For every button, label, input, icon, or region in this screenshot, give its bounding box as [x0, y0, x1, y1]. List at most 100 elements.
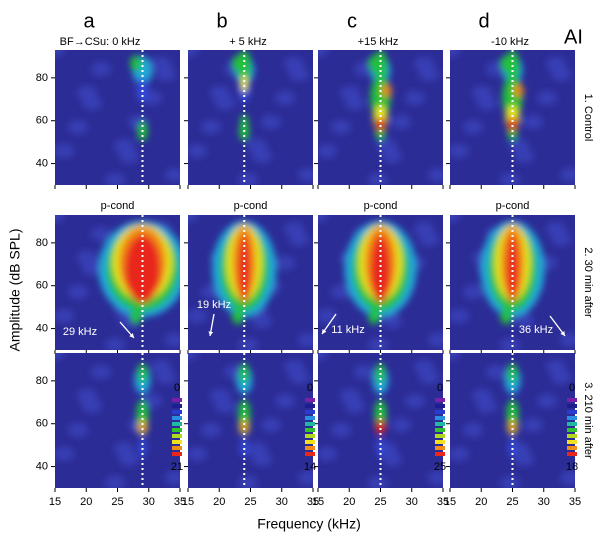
x-tick-label: 25 — [244, 496, 256, 508]
heat-blob — [238, 235, 251, 303]
noise-patch — [188, 353, 198, 360]
noise-patch — [318, 447, 337, 461]
heatmap-fill — [188, 353, 313, 488]
noise-patch — [188, 50, 198, 57]
colorbar-step — [305, 398, 315, 402]
x-tick-label: 15 — [49, 496, 61, 508]
heat-blob — [506, 235, 519, 303]
annotation: 19 kHz — [197, 299, 231, 311]
arrow-head — [208, 331, 214, 336]
noise-patch — [560, 333, 575, 347]
heat-blob — [124, 235, 161, 303]
x-tick-label: 30 — [406, 496, 418, 508]
noise-patch — [331, 285, 351, 299]
noise-patch — [560, 168, 575, 182]
heatmap-panel: 15 20 25 30 35 — [444, 353, 581, 508]
noise-patch — [275, 91, 295, 105]
x-tick-label: 35 — [174, 496, 186, 508]
heatmap-panel: p-cond — [314, 200, 444, 354]
colorbar-step — [305, 416, 315, 420]
noise-patch — [537, 394, 557, 408]
colorbar-step — [435, 398, 445, 402]
colorbar-step — [567, 422, 577, 426]
noise-patch — [428, 168, 443, 182]
x-tick-label: 25 — [506, 496, 518, 508]
colorbar-step — [172, 404, 182, 408]
heatmap-fill — [318, 215, 443, 350]
noise-patch — [354, 365, 374, 379]
heat-blob — [509, 423, 516, 432]
column-shift: +15 kHz — [358, 36, 399, 48]
heat-blob — [240, 114, 249, 135]
heatmap-panel: 15 20 25 30 35 — [312, 353, 449, 508]
x-tick-label: 25 — [111, 496, 123, 508]
x-tick-label: 20 — [213, 496, 225, 508]
colorbar-step — [567, 434, 577, 438]
heatmap-fill — [55, 215, 180, 350]
heatmap-fill — [450, 215, 575, 350]
noise-patch — [188, 215, 198, 222]
noise-patch — [91, 62, 111, 76]
noise-patch — [405, 394, 425, 408]
colorbar-step — [305, 440, 315, 444]
colorbar-step — [305, 434, 315, 438]
heat-blob — [375, 117, 386, 132]
column-letter: a — [83, 10, 95, 32]
colorbar-max: 18 — [566, 461, 578, 473]
heatmap-panel: p-cond — [184, 200, 314, 354]
noise-patch — [68, 423, 88, 437]
heat-blob — [513, 84, 524, 97]
colorbar-step — [435, 404, 445, 408]
colorbar-min: 0 — [307, 382, 313, 394]
heat-blob — [130, 55, 143, 72]
noise-patch — [318, 353, 328, 360]
colorbar-max: 25 — [434, 461, 446, 473]
condition-label: p-cond — [234, 200, 268, 212]
y-tick-label: 40 — [36, 157, 48, 169]
colorbar-min: 0 — [174, 382, 180, 394]
heat-blob — [241, 423, 248, 432]
colorbar-step — [567, 410, 577, 414]
noise-patch — [405, 91, 425, 105]
noise-patch — [105, 338, 125, 350]
noise-patch — [261, 115, 281, 129]
noise-patch — [105, 173, 125, 185]
colorbar-step — [305, 422, 315, 426]
colorbar-step — [435, 434, 445, 438]
heatmap-panel: 40 60 80 p-cond — [36, 200, 181, 354]
x-tick-label: 30 — [143, 496, 155, 508]
noise-patch — [261, 418, 281, 432]
column-letter: b — [216, 10, 227, 32]
noise-patch — [247, 442, 267, 456]
noise-patch — [275, 256, 295, 270]
x-tick-label: 35 — [307, 496, 319, 508]
y-tick-label: 80 — [36, 237, 48, 249]
noise-patch — [318, 144, 337, 158]
noise-patch — [463, 423, 483, 437]
noise-patch — [68, 120, 88, 134]
noise-patch — [238, 338, 258, 350]
y-tick-label: 80 — [36, 375, 48, 387]
noise-patch — [91, 227, 111, 241]
condition-label: p-cond — [101, 200, 135, 212]
y-tick-label: 60 — [36, 280, 48, 292]
noise-patch — [391, 115, 411, 129]
colorbar-step — [567, 404, 577, 408]
noise-patch — [247, 139, 267, 153]
y-tick-label: 40 — [36, 460, 48, 472]
noise-patch — [331, 423, 351, 437]
x-tick-label: 15 — [312, 496, 324, 508]
noise-patch — [188, 144, 207, 158]
noise-patch — [55, 215, 65, 222]
noise-patch — [463, 120, 483, 134]
column-shift: BF→CSu: 0 kHz — [60, 36, 141, 48]
noise-patch — [77, 389, 97, 403]
heat-blob — [232, 308, 244, 325]
colorbar-step — [305, 452, 315, 456]
colorbar-step — [435, 410, 445, 414]
column-shift: -10 kHz — [491, 36, 529, 48]
noise-patch — [509, 139, 529, 153]
arrow-head — [322, 329, 327, 334]
colorbar-step — [305, 404, 315, 408]
colorbar-step — [567, 452, 577, 456]
